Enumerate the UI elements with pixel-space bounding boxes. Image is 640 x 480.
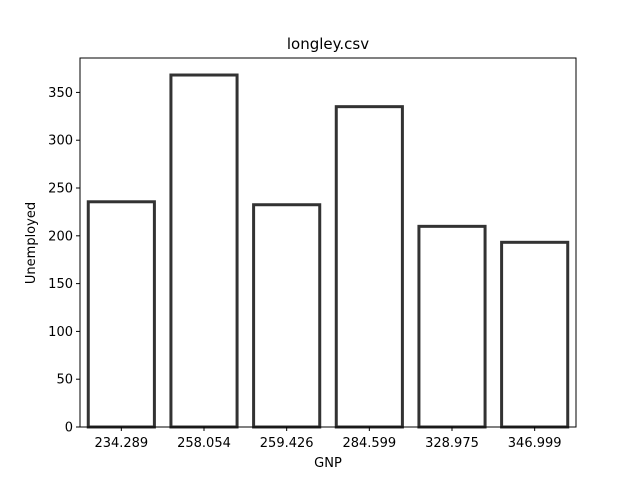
x-tick-label-4: 328.975 bbox=[425, 436, 479, 451]
x-tick-label-3: 284.599 bbox=[342, 436, 396, 451]
y-tick-label-6: 300 bbox=[48, 134, 73, 149]
y-axis: 0 50 100 150 200 250 300 350 bbox=[48, 86, 80, 436]
y-tick-label-1: 50 bbox=[56, 373, 73, 388]
y-tick-label-2: 100 bbox=[48, 325, 73, 340]
x-tick-label-0: 234.289 bbox=[94, 436, 148, 451]
y-tick-label-5: 250 bbox=[48, 182, 73, 197]
y-tick-label-4: 200 bbox=[48, 229, 73, 244]
y-tick-label-7: 350 bbox=[48, 86, 73, 101]
bars-group bbox=[86, 73, 570, 429]
bar-2 bbox=[252, 203, 322, 429]
chart-title: longley.csv bbox=[287, 35, 369, 53]
bar-5 bbox=[500, 240, 570, 429]
bar-4 bbox=[417, 224, 487, 429]
bar-1 bbox=[169, 73, 239, 429]
x-axis: 234.289 258.054 259.426 284.599 328.975 346.9… bbox=[94, 427, 562, 451]
plot-frame bbox=[79, 57, 577, 428]
x-tick-label-2: 259.426 bbox=[260, 436, 314, 451]
bar-3 bbox=[334, 105, 404, 429]
y-tick-label-0: 0 bbox=[65, 421, 73, 436]
x-tick-label-5: 346.999 bbox=[508, 436, 562, 451]
y-axis-label: Unemployed bbox=[24, 202, 39, 284]
bar-0 bbox=[86, 200, 156, 429]
x-tick-label-1: 258.054 bbox=[177, 436, 231, 451]
y-tick-label-3: 150 bbox=[48, 277, 73, 292]
x-axis-label: GNP bbox=[314, 456, 342, 471]
